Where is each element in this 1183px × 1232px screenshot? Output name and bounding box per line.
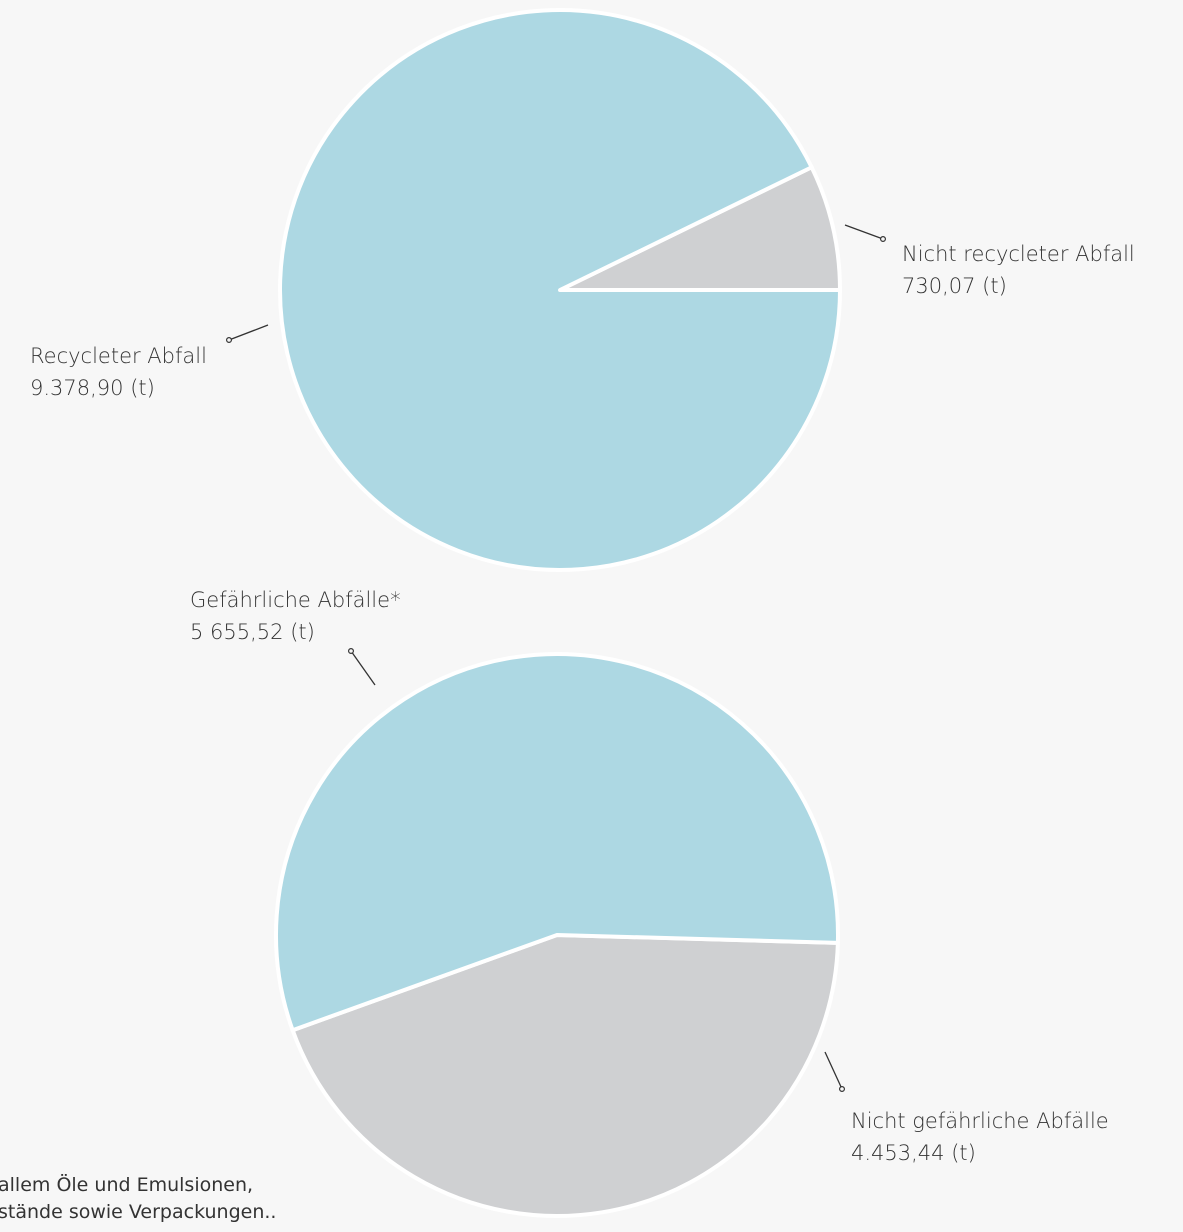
- pie-chart-recycling: [278, 8, 842, 572]
- footnote: allem Öle und Emulsionen, stände sowie V…: [0, 1172, 276, 1226]
- pie-slice-0-0: [558, 165, 842, 292]
- label-gefaehrliche-abfaelle: Gefährliche Abfälle* 5 655,52 (t): [190, 584, 401, 648]
- slice-label: Gefährliche Abfälle*: [190, 588, 401, 612]
- leader-nicht-gefaehrliche-line: [824, 1051, 843, 1090]
- slice-value: 5 655,52 (t): [190, 620, 315, 644]
- leader-recycleter-line: [228, 324, 269, 341]
- leader-nicht-gefaehrliche-marker: [838, 1085, 845, 1092]
- pie-slice-1-1: [274, 652, 840, 1033]
- label-recycleter-abfall: Recycleter Abfall 9.378,90 (t): [30, 340, 207, 404]
- pie-chart-hazardous: [274, 652, 840, 1218]
- slice-value: 4.453,44 (t): [851, 1141, 976, 1165]
- pie-slice-0-1: [278, 8, 842, 572]
- leader-recycleter-marker: [226, 337, 233, 344]
- slice-label: Recycleter Abfall: [30, 344, 207, 368]
- leader-gefaehrliche-line: [350, 650, 376, 686]
- slice-value: 730,07 (t): [902, 274, 1007, 298]
- pie-slice-1-0: [290, 933, 840, 1218]
- footnote-line-1: allem Öle und Emulsionen,: [0, 1174, 254, 1196]
- leader-gefaehrliche-marker: [348, 647, 355, 654]
- slice-value: 9.378,90 (t): [30, 376, 155, 400]
- footnote-line-2: stände sowie Verpackungen..: [0, 1201, 277, 1223]
- slice-label: Nicht gefährliche Abfälle: [851, 1109, 1109, 1133]
- slice-label: Nicht recycleter Abfall: [902, 242, 1135, 266]
- label-nicht-gefaehrliche-abfaelle: Nicht gefährliche Abfälle 4.453,44 (t): [851, 1105, 1109, 1169]
- leader-nicht-recycleter-line: [844, 224, 884, 240]
- label-nicht-recycleter-abfall: Nicht recycleter Abfall 730,07 (t): [902, 238, 1135, 302]
- leader-nicht-recycleter-marker: [879, 236, 886, 243]
- leader-lines: [226, 224, 886, 1092]
